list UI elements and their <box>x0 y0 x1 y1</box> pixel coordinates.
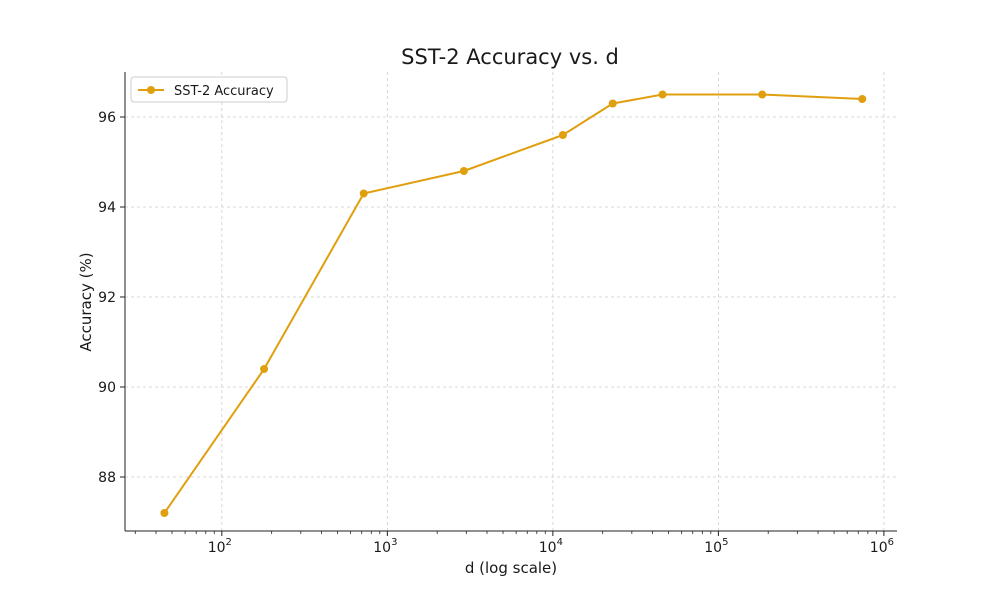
data-point <box>758 90 767 99</box>
y-axis-label: Accuracy (%) <box>77 252 95 351</box>
series-line <box>163 93 863 514</box>
legend-box <box>130 76 288 103</box>
x-tick-label: 105 <box>704 537 728 556</box>
axes <box>124 72 897 532</box>
x-tick-label: 103 <box>373 537 397 556</box>
x-tick-label-base: 10 <box>208 540 226 556</box>
chart-title: SST-2 Accuracy vs. d <box>401 45 619 69</box>
data-point <box>459 167 468 175</box>
tick-marks <box>120 116 885 536</box>
data-point <box>359 189 368 198</box>
y-tick-label: 92 <box>98 290 116 306</box>
y-tick-label: 88 <box>98 470 116 486</box>
y-tick-label: 90 <box>98 380 116 396</box>
data-point <box>558 131 567 139</box>
x-tick-label-base: 10 <box>373 540 391 556</box>
series-layer <box>160 90 867 517</box>
x-tick-label-exponent: 5 <box>722 537 728 548</box>
data-point <box>658 90 667 99</box>
x-tick-label: 104 <box>539 537 563 556</box>
y-tick-label: 94 <box>98 200 116 216</box>
x-tick-label-exponent: 4 <box>557 537 563 548</box>
y-tick-label: 96 <box>98 110 116 126</box>
x-tick-label-exponent: 6 <box>888 537 894 548</box>
x-tick-label-base: 10 <box>539 540 557 556</box>
x-tick-label-exponent: 3 <box>391 537 397 548</box>
x-tick-label: 102 <box>208 537 232 556</box>
legend: SST-2 Accuracy <box>130 76 288 103</box>
data-point <box>608 99 617 108</box>
legend-entry-label: SST-2 Accuracy <box>174 84 274 99</box>
x-tick-label: 106 <box>870 537 894 556</box>
x-axis-label: d (log scale) <box>465 559 557 577</box>
x-tick-label-exponent: 2 <box>226 537 232 548</box>
x-tick-label-base: 10 <box>704 540 722 556</box>
data-point <box>160 509 169 517</box>
grid-lines <box>125 72 897 531</box>
data-point <box>858 95 867 103</box>
x-tick-label-base: 10 <box>870 540 888 556</box>
data-point <box>260 365 269 373</box>
legend-point-marker <box>147 86 155 94</box>
